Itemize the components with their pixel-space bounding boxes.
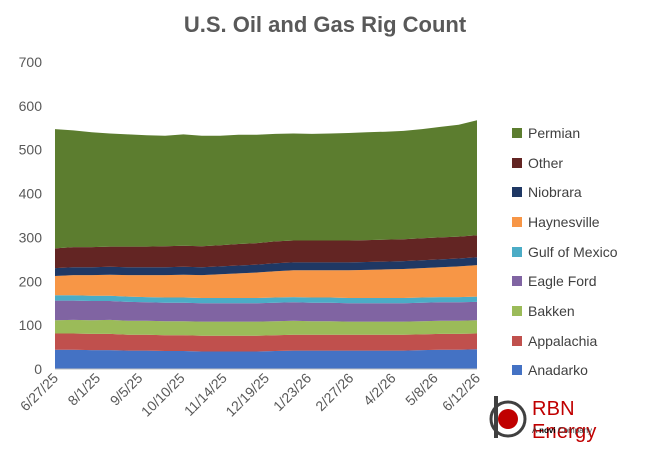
y-tick-label: 500 bbox=[19, 142, 43, 158]
area-series-haynesville bbox=[55, 265, 477, 298]
x-tick-label: 11/14/25 bbox=[181, 370, 230, 419]
legend-label: Anadarko bbox=[528, 362, 588, 379]
y-tick-label: 0 bbox=[34, 361, 42, 377]
x-tick-label: 1/23/26 bbox=[270, 370, 314, 414]
rbn-logo-mark-icon bbox=[489, 396, 527, 438]
legend-item-permian: Permian bbox=[512, 118, 617, 148]
x-tick-label: 8/1/25 bbox=[64, 370, 103, 409]
legend-label: Niobrara bbox=[528, 184, 582, 201]
legend-swatch bbox=[512, 157, 522, 168]
logo-subtitle: A novi Company bbox=[532, 426, 592, 435]
x-tick-label: 2/27/26 bbox=[312, 370, 356, 414]
area-series-other bbox=[55, 235, 477, 269]
area-series-anadarko bbox=[55, 349, 477, 369]
area-series-bakken bbox=[55, 319, 477, 336]
legend-swatch bbox=[512, 365, 522, 376]
y-tick-label: 100 bbox=[19, 317, 43, 333]
y-tick-label: 700 bbox=[19, 54, 43, 70]
stacked-areas bbox=[55, 120, 477, 369]
legend-item-anadarko: Anadarko bbox=[512, 356, 617, 386]
area-series-niobrara bbox=[55, 257, 477, 276]
legend-label: Eagle Ford bbox=[528, 273, 597, 290]
area-series-permian bbox=[55, 120, 477, 249]
legend-swatch bbox=[512, 187, 522, 198]
legend-item-haynesville: Haynesville bbox=[512, 207, 617, 237]
area-series-appalachia bbox=[55, 333, 477, 352]
logo-sub-prefix: A bbox=[532, 426, 540, 435]
chart-title: U.S. Oil and Gas Rig Count bbox=[183, 12, 467, 37]
x-axis: 6/27/25 8/1/25 9/5/2510/10/2511/14/2512/19… bbox=[17, 368, 483, 420]
y-tick-label: 200 bbox=[19, 273, 43, 289]
y-tick-label: 300 bbox=[19, 229, 43, 245]
logo-sub-brand: novi bbox=[539, 426, 556, 435]
y-tick-label: 600 bbox=[19, 98, 43, 114]
legend-swatch bbox=[512, 246, 522, 257]
legend-swatch bbox=[512, 305, 522, 316]
legend-label: Appalachia bbox=[528, 332, 598, 349]
x-tick-label: 12/19/25 bbox=[222, 370, 272, 420]
legend-swatch bbox=[512, 127, 522, 138]
area-series-gulf-of-mexico bbox=[55, 295, 477, 304]
legend-label: Permian bbox=[528, 124, 581, 141]
rbn-energy-logo: RBN Energy A novi Company bbox=[486, 392, 636, 444]
y-axis: 0 100 200 300 400 500 600 700 bbox=[19, 54, 43, 377]
legend-label: Other bbox=[528, 154, 564, 171]
chart-legend: Permian Other Niobrara Haynesville Gulf of M… bbox=[512, 118, 617, 385]
logo-name: RBN Energy bbox=[532, 398, 597, 443]
legend-swatch bbox=[512, 335, 522, 346]
legend-item-gulf-of-mexico: Gulf of Mexico bbox=[512, 237, 617, 267]
legend-label: Bakken bbox=[528, 302, 575, 319]
x-tick-label: 6/12/26 bbox=[439, 370, 483, 414]
y-tick-label: 400 bbox=[19, 186, 43, 202]
legend-item-eagle-ford: Eagle Ford bbox=[512, 266, 617, 296]
legend-label: Haynesville bbox=[528, 213, 600, 230]
x-tick-label: 4/2/26 bbox=[360, 370, 399, 409]
area-series-eagle-ford bbox=[55, 300, 477, 322]
x-tick-label: 9/5/25 bbox=[107, 370, 146, 409]
legend-item-niobrara: Niobrara bbox=[512, 177, 617, 207]
x-tick-label: 5/8/26 bbox=[402, 370, 441, 409]
legend-swatch bbox=[512, 216, 522, 227]
x-tick-label: 10/10/25 bbox=[138, 370, 188, 420]
legend-label: Gulf of Mexico bbox=[528, 243, 618, 260]
legend-item-appalachia: Appalachia bbox=[512, 326, 617, 356]
legend-item-other: Other bbox=[512, 148, 617, 178]
logo-sub-suffix: Company bbox=[555, 426, 593, 435]
legend-swatch bbox=[512, 276, 522, 287]
legend-item-bakken: Bakken bbox=[512, 296, 617, 326]
